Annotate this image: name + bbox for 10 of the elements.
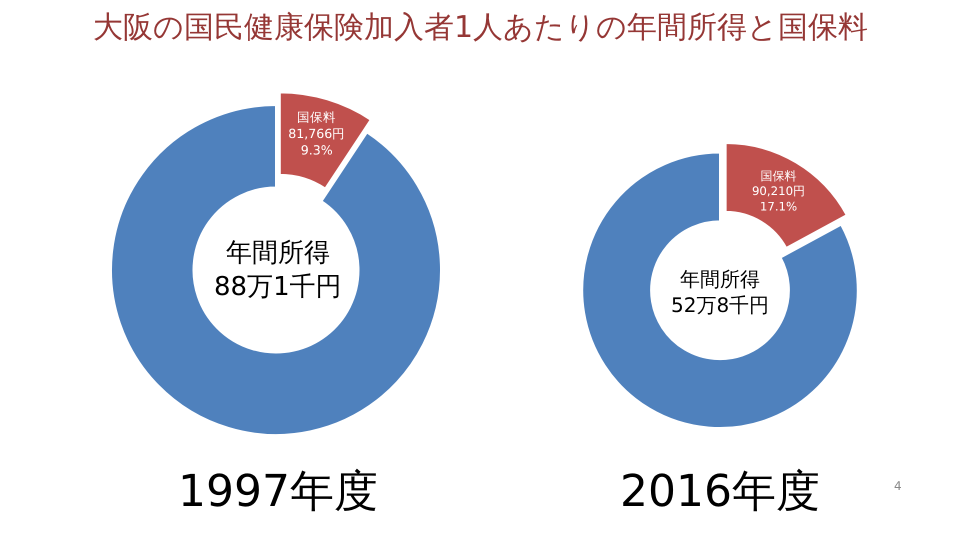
- text: 4: [894, 479, 902, 493]
- data-label: 90,210円 17.1%: [752, 184, 806, 214]
- slice-label: 国保料: [760, 168, 797, 183]
- text: 1997年度: [178, 466, 378, 517]
- chart-title: 大阪の国民健康保険加入者1人あたりの年間所得と国保料: [93, 10, 868, 45]
- text: 2016年度: [620, 466, 820, 517]
- slice-label: 国保料: [297, 110, 336, 125]
- text: 年間所得 52万8千円: [671, 267, 770, 317]
- data-label: 81,766円 9.3%: [288, 126, 346, 158]
- text: 年間所得 88万1千円: [214, 238, 342, 302]
